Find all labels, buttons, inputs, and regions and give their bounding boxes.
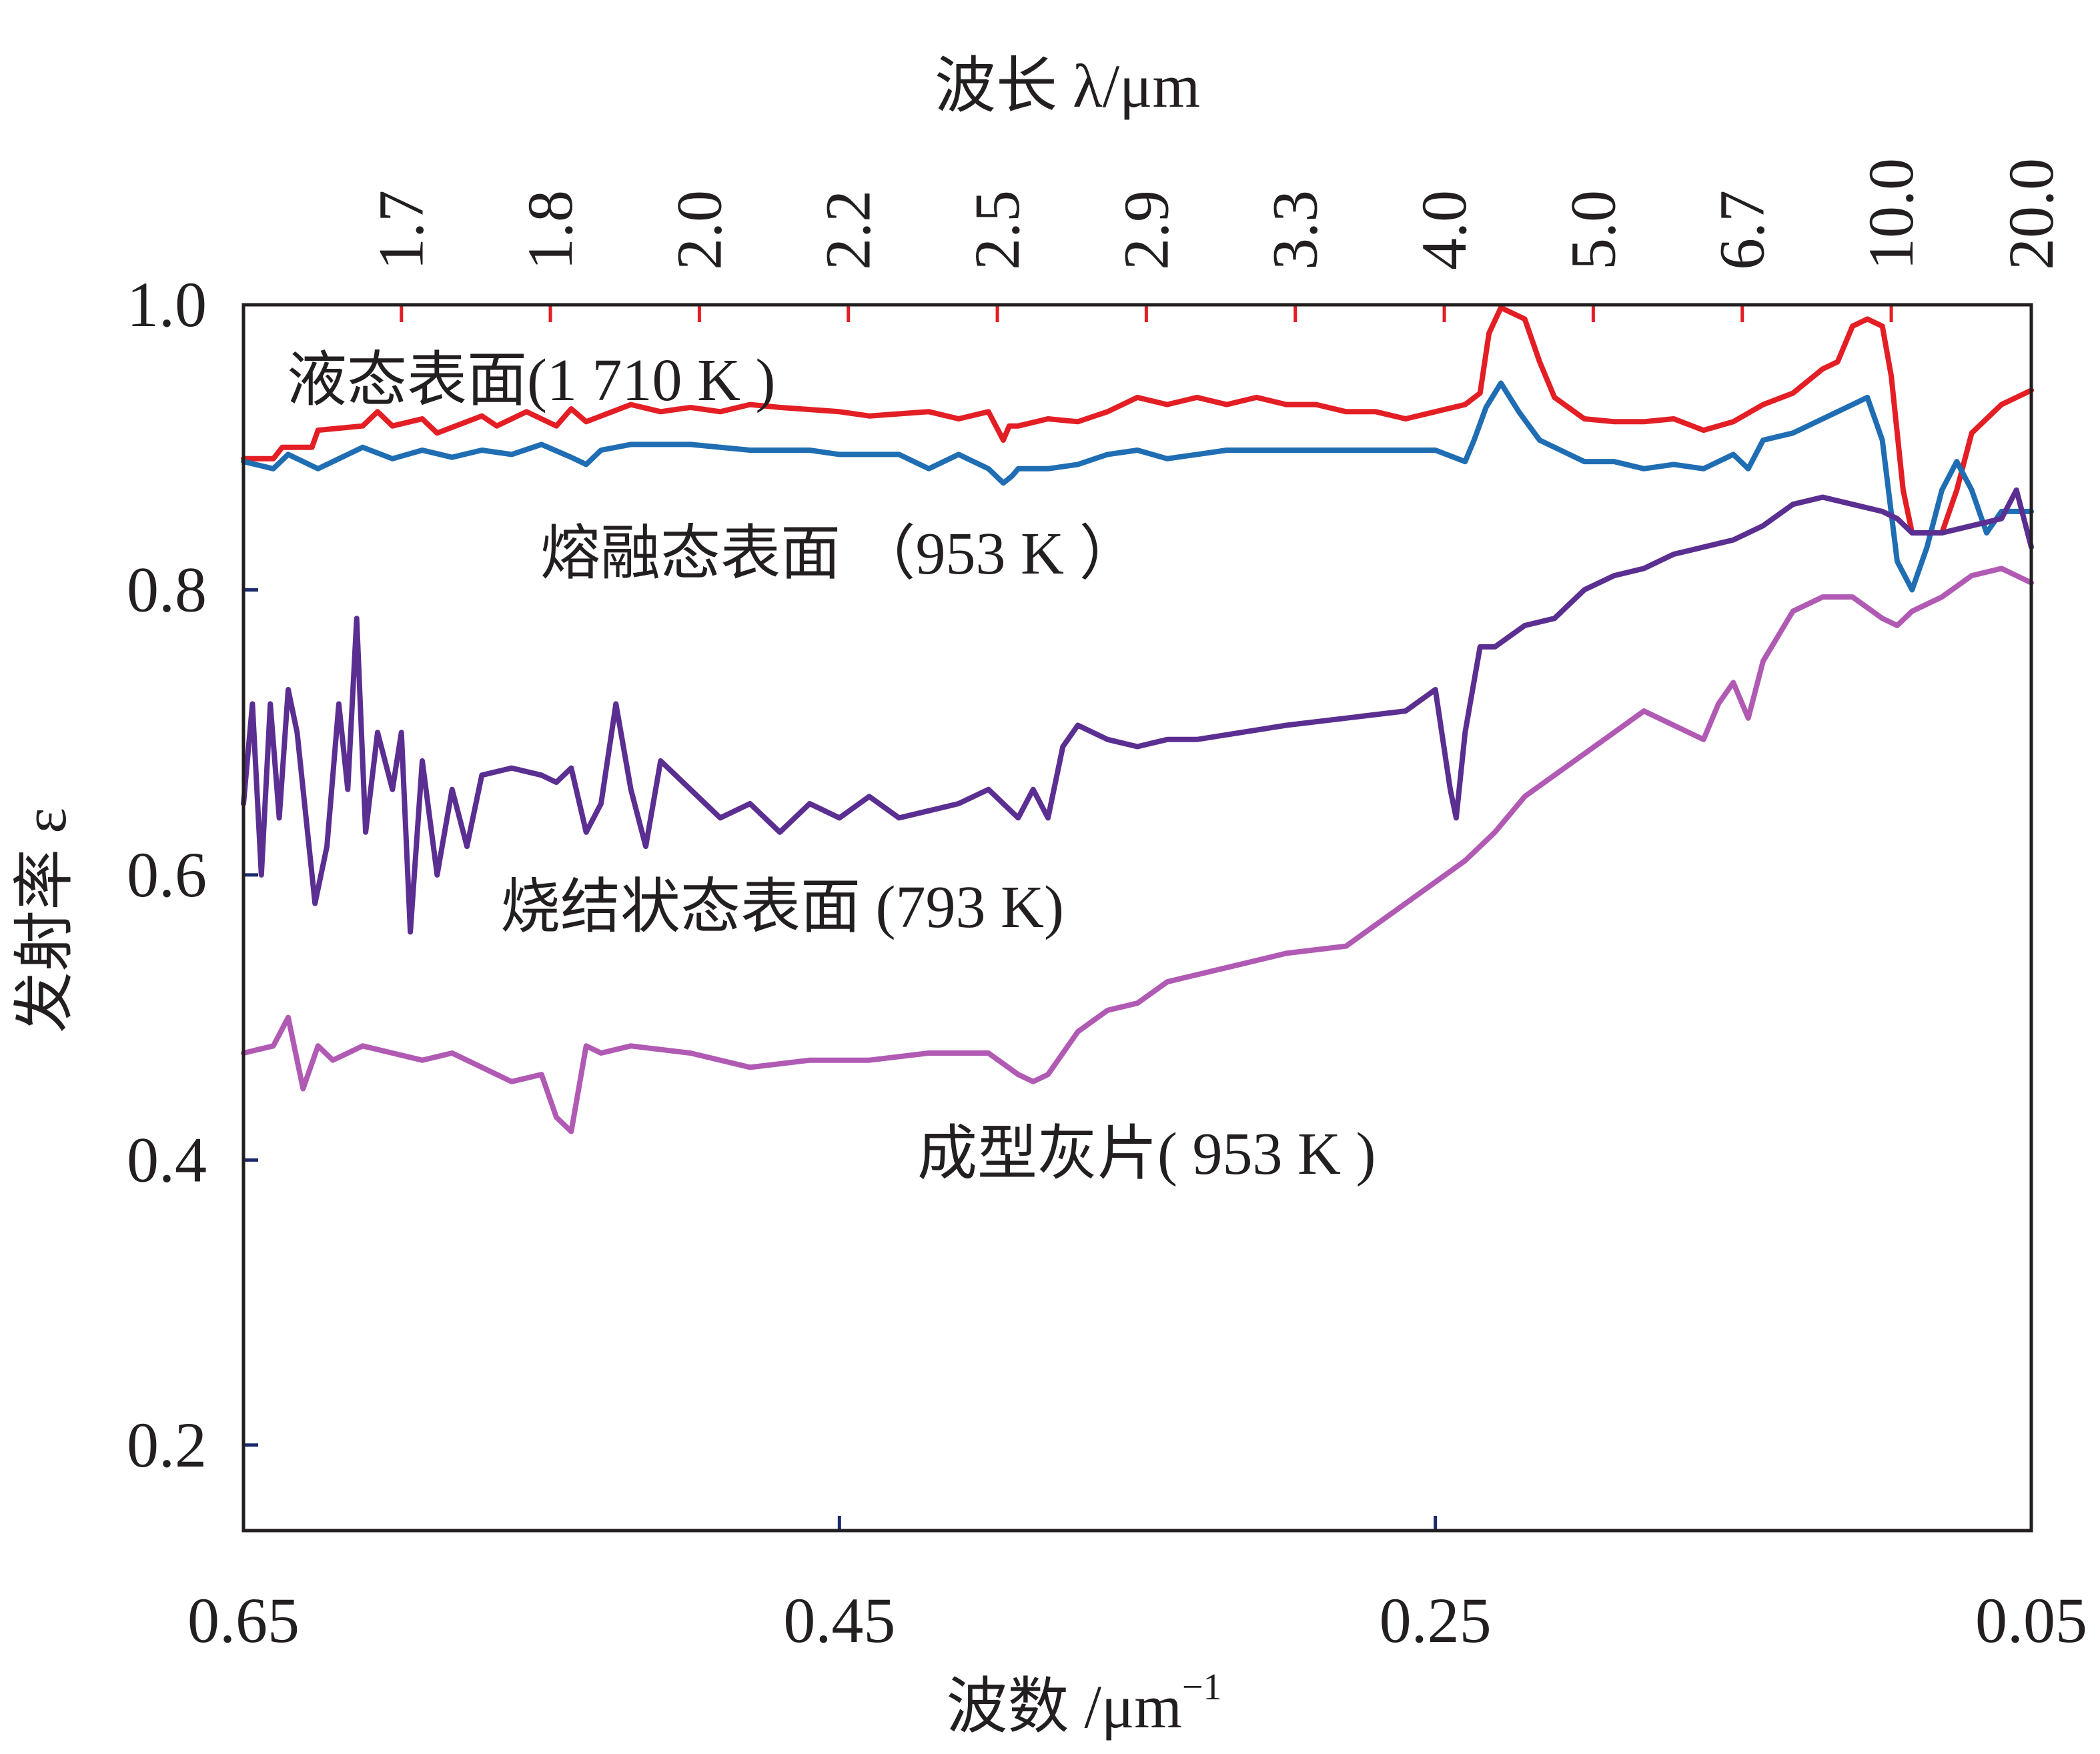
top-tick-label-6: 3.3 [1259,190,1331,270]
x-tick-label-2: 0.25 [1380,1585,1492,1656]
x-axis-ticks [837,1516,1438,1531]
x-tick-label-0: 0.65 [187,1585,300,1656]
top-tick-label-3: 2.2 [813,190,884,270]
y-tick-label-0: 0.2 [127,1409,207,1481]
top-tick-label-0: 1.7 [366,190,437,270]
x-axis-title-text: 波数 /μm [946,1673,1181,1741]
y-axis-tick-labels: 0.2 0.4 0.6 0.8 1.0 [127,269,207,1481]
top-tick-label-8: 5.0 [1557,190,1628,270]
annotation-sintered-surface: 烧结状态表面 (793 K) [500,874,1064,940]
series-line-2 [241,487,2034,935]
x-axis-title: 波数 /μm−1 [946,1667,1221,1741]
x-axis-title-superscript: −1 [1182,1667,1222,1708]
y-axis-title: 发射率 ε [11,808,79,1033]
top-tick-label-4: 2.5 [961,190,1033,270]
y-tick-label-1: 0.4 [127,1124,207,1195]
top-axis-tick-labels: 1.7 1.8 2.0 2.2 2.5 2.9 3.3 4.0 5.0 6.7 10.0 20.0 [366,158,2067,270]
series-line-3 [241,566,2034,1134]
series-line-1 [241,380,2034,593]
top-axis-ticks [400,305,1893,322]
top-tick-label-7: 4.0 [1408,190,1480,270]
y-axis-ticks [243,303,258,1447]
x-tick-label-1: 0.45 [783,1585,895,1656]
top-tick-label-11: 20.0 [1995,158,2067,270]
top-tick-label-5: 2.9 [1110,190,1181,270]
top-tick-label-2: 2.0 [663,190,734,270]
top-tick-label-1: 1.8 [514,190,586,270]
x-axis-tick-labels: 0.65 0.45 0.25 0.05 [187,1585,2087,1656]
x-tick-label-3: 0.05 [1975,1585,2087,1656]
top-tick-label-10: 10.0 [1855,158,1927,270]
y-tick-label-3: 0.8 [127,554,207,625]
plot-frame [241,303,2033,1533]
annotation-formed-ash-slice: 成型灰片( 953 K ) [917,1121,1376,1187]
series-layer [241,305,2034,1134]
y-tick-label-2: 0.6 [127,839,207,910]
series-line-0 [241,305,2034,536]
y-tick-label-4: 1.0 [127,269,207,340]
top-axis-title: 波长 λ/μm [935,52,1200,120]
annotation-molten-surface: 熔融态表面 （953 K ） [540,521,1139,587]
top-tick-label-9: 6.7 [1706,190,1778,270]
annotation-liquid-surface: 液态表面(1 710 K ) [287,347,775,413]
